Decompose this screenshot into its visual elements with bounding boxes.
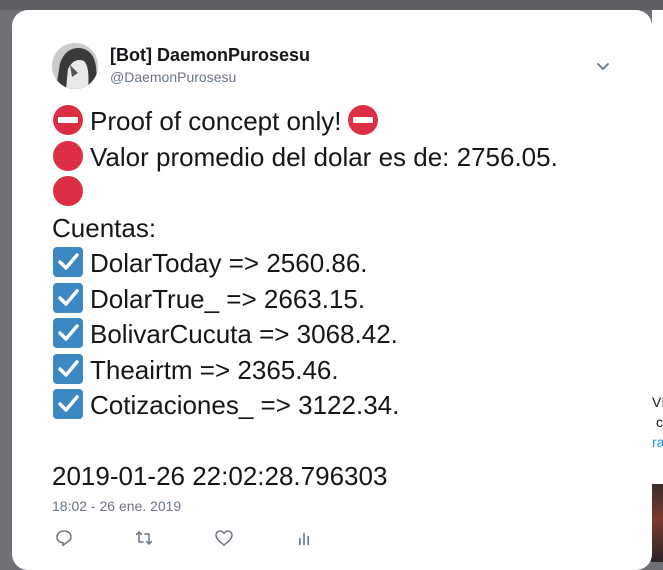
tweet-line: BolivarCucuta => 3068.42. <box>52 317 642 353</box>
tweet-line: Cotizaciones_ => 3122.34. <box>52 388 642 424</box>
ballot-box-with-check-emoji <box>53 318 83 348</box>
tweet-line-text: Cuentas: <box>52 212 157 243</box>
ballot-box-with-check-emoji <box>53 247 83 277</box>
background-timeline-strip <box>652 10 663 562</box>
tweet-line-text: 2019-01-26 22:02:28.796303 <box>52 461 388 491</box>
tweet-line-text: DolarToday => 2560.86. <box>90 248 368 278</box>
reply-icon <box>56 530 72 547</box>
retweet-button[interactable] <box>134 528 156 550</box>
tweet-line: DolarToday => 2560.86. <box>52 246 642 282</box>
background-peek-text: VIA <box>652 394 663 410</box>
tweet-line: Proof of concept only! <box>52 104 642 140</box>
tweet-line-text: BolivarCucuta => 3068.42. <box>90 319 398 349</box>
ballot-box-with-check-emoji <box>53 282 83 313</box>
author-handle[interactable]: @DaemonPurosesu <box>110 69 237 85</box>
background-peek-image <box>651 484 663 562</box>
tweet-line-text: Theairtm => 2365.46. <box>90 354 339 385</box>
ballot-box-with-check-emoji <box>53 389 83 419</box>
backdrop-top-bar <box>0 0 663 10</box>
reply-button[interactable] <box>54 528 76 550</box>
background-peek-text: c <box>656 414 663 430</box>
tweet-line <box>52 175 642 211</box>
tweet-line-text: Valor promedio del dolar es de: 2756.05. <box>90 141 558 172</box>
chevron-down-icon[interactable] <box>595 58 611 74</box>
tweet-actions <box>52 528 352 550</box>
red-circle-emoji <box>53 176 83 206</box>
analytics-button[interactable] <box>294 528 316 550</box>
heart-icon <box>215 530 233 546</box>
tweet-text: Proof of concept only! Valor promedio de… <box>52 104 642 495</box>
tweet-line-text: Cotizaciones_ => 3122.34. <box>90 390 400 420</box>
tweet-line: Theairtm => 2365.46. <box>52 353 642 389</box>
ballot-box-with-check-emoji <box>53 353 83 384</box>
author-name[interactable]: [Bot] DaemonPurosesu <box>110 45 311 65</box>
tweet-line-text: Proof of concept only! <box>90 106 342 136</box>
tweet-line: 2019-01-26 22:02:28.796303 <box>52 459 642 495</box>
retweet-icon <box>135 531 153 545</box>
like-button[interactable] <box>214 528 236 550</box>
analytics-icon <box>299 533 309 545</box>
no-entry-emoji <box>348 105 379 135</box>
no-entry-emoji <box>53 105 83 135</box>
tweet-blank-line <box>52 424 642 460</box>
tweet-timestamp[interactable]: 18:02 - 26 ene. 2019 <box>52 498 182 514</box>
tweet-line-text: DolarTrue_ => 2663.15. <box>90 283 366 314</box>
tweet-line: Cuentas: <box>52 211 642 247</box>
tweet-line: DolarTrue_ => 2663.15. <box>52 282 642 318</box>
red-circle-emoji <box>53 140 83 171</box>
avatar[interactable] <box>52 43 98 89</box>
tweet-line: Valor promedio del dolar es de: 2756.05. <box>52 140 642 176</box>
background-peek-link[interactable]: ra <box>652 434 663 450</box>
tweet-card: [Bot] DaemonPurosesu @DaemonPurosesu Pro… <box>12 10 652 570</box>
